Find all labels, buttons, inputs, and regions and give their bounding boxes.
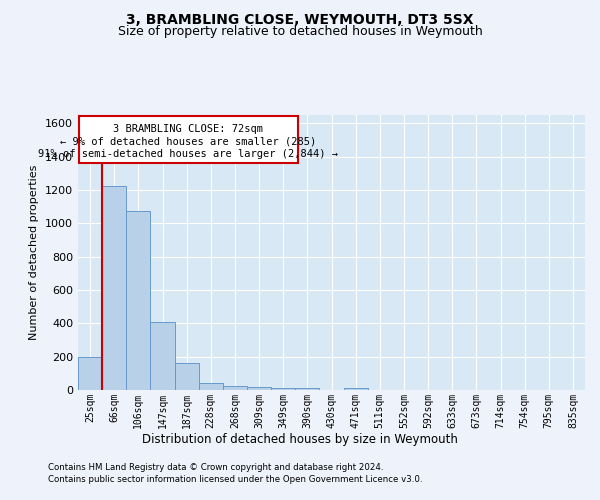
Bar <box>102 186 126 390</box>
Text: 3 BRAMBLING CLOSE: 72sqm: 3 BRAMBLING CLOSE: 72sqm <box>113 124 263 134</box>
Bar <box>223 386 247 390</box>
Text: ← 9% of detached houses are smaller (285): ← 9% of detached houses are smaller (285… <box>61 136 317 146</box>
Text: 91% of semi-detached houses are larger (2,844) →: 91% of semi-detached houses are larger (… <box>38 149 338 159</box>
FancyBboxPatch shape <box>79 116 298 162</box>
Bar <box>78 356 102 390</box>
Bar <box>151 322 175 390</box>
Bar <box>295 388 319 390</box>
Text: Contains public sector information licensed under the Open Government Licence v3: Contains public sector information licen… <box>48 474 422 484</box>
Text: Size of property relative to detached houses in Weymouth: Size of property relative to detached ho… <box>118 25 482 38</box>
Text: Contains HM Land Registry data © Crown copyright and database right 2024.: Contains HM Land Registry data © Crown c… <box>48 464 383 472</box>
Bar <box>247 386 271 390</box>
Bar <box>199 382 223 390</box>
Bar <box>126 211 151 390</box>
Bar <box>175 362 199 390</box>
Bar <box>344 388 368 390</box>
Y-axis label: Number of detached properties: Number of detached properties <box>29 165 40 340</box>
Text: Distribution of detached houses by size in Weymouth: Distribution of detached houses by size … <box>142 432 458 446</box>
Bar <box>271 388 295 390</box>
Text: 3, BRAMBLING CLOSE, WEYMOUTH, DT3 5SX: 3, BRAMBLING CLOSE, WEYMOUTH, DT3 5SX <box>126 12 474 26</box>
